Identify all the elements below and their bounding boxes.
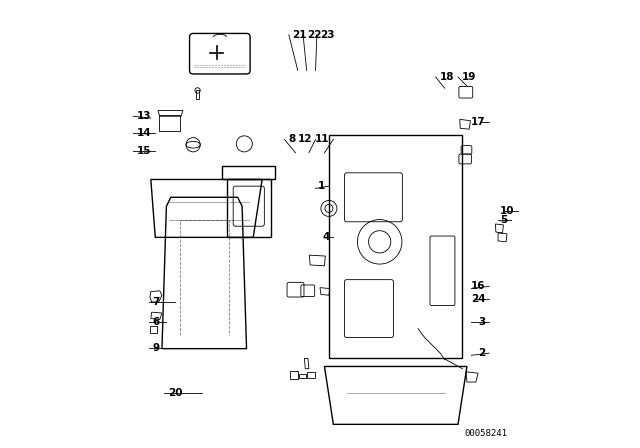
Text: 5: 5 xyxy=(500,215,508,224)
Text: 16: 16 xyxy=(471,281,486,291)
Text: 22: 22 xyxy=(307,30,321,40)
Text: 21: 21 xyxy=(292,30,307,40)
Text: 6: 6 xyxy=(152,317,159,327)
Text: 9: 9 xyxy=(152,343,159,353)
Text: 19: 19 xyxy=(461,72,476,82)
Text: 15: 15 xyxy=(136,146,151,155)
Text: 12: 12 xyxy=(298,134,312,144)
Text: 20: 20 xyxy=(168,388,182,398)
Text: 2: 2 xyxy=(478,348,486,358)
Text: 3: 3 xyxy=(478,317,486,327)
Text: 18: 18 xyxy=(439,72,454,82)
Text: 00058241: 00058241 xyxy=(464,429,507,438)
Text: 13: 13 xyxy=(136,111,151,121)
Text: 23: 23 xyxy=(321,30,335,40)
Text: 7: 7 xyxy=(152,297,159,307)
Text: 1: 1 xyxy=(318,181,325,191)
Text: 24: 24 xyxy=(471,294,486,304)
Text: 11: 11 xyxy=(316,134,330,144)
Text: 17: 17 xyxy=(471,116,486,127)
Text: 4: 4 xyxy=(323,233,330,242)
Text: 8: 8 xyxy=(288,134,295,144)
Text: 14: 14 xyxy=(136,128,151,138)
Text: 10: 10 xyxy=(500,206,515,215)
